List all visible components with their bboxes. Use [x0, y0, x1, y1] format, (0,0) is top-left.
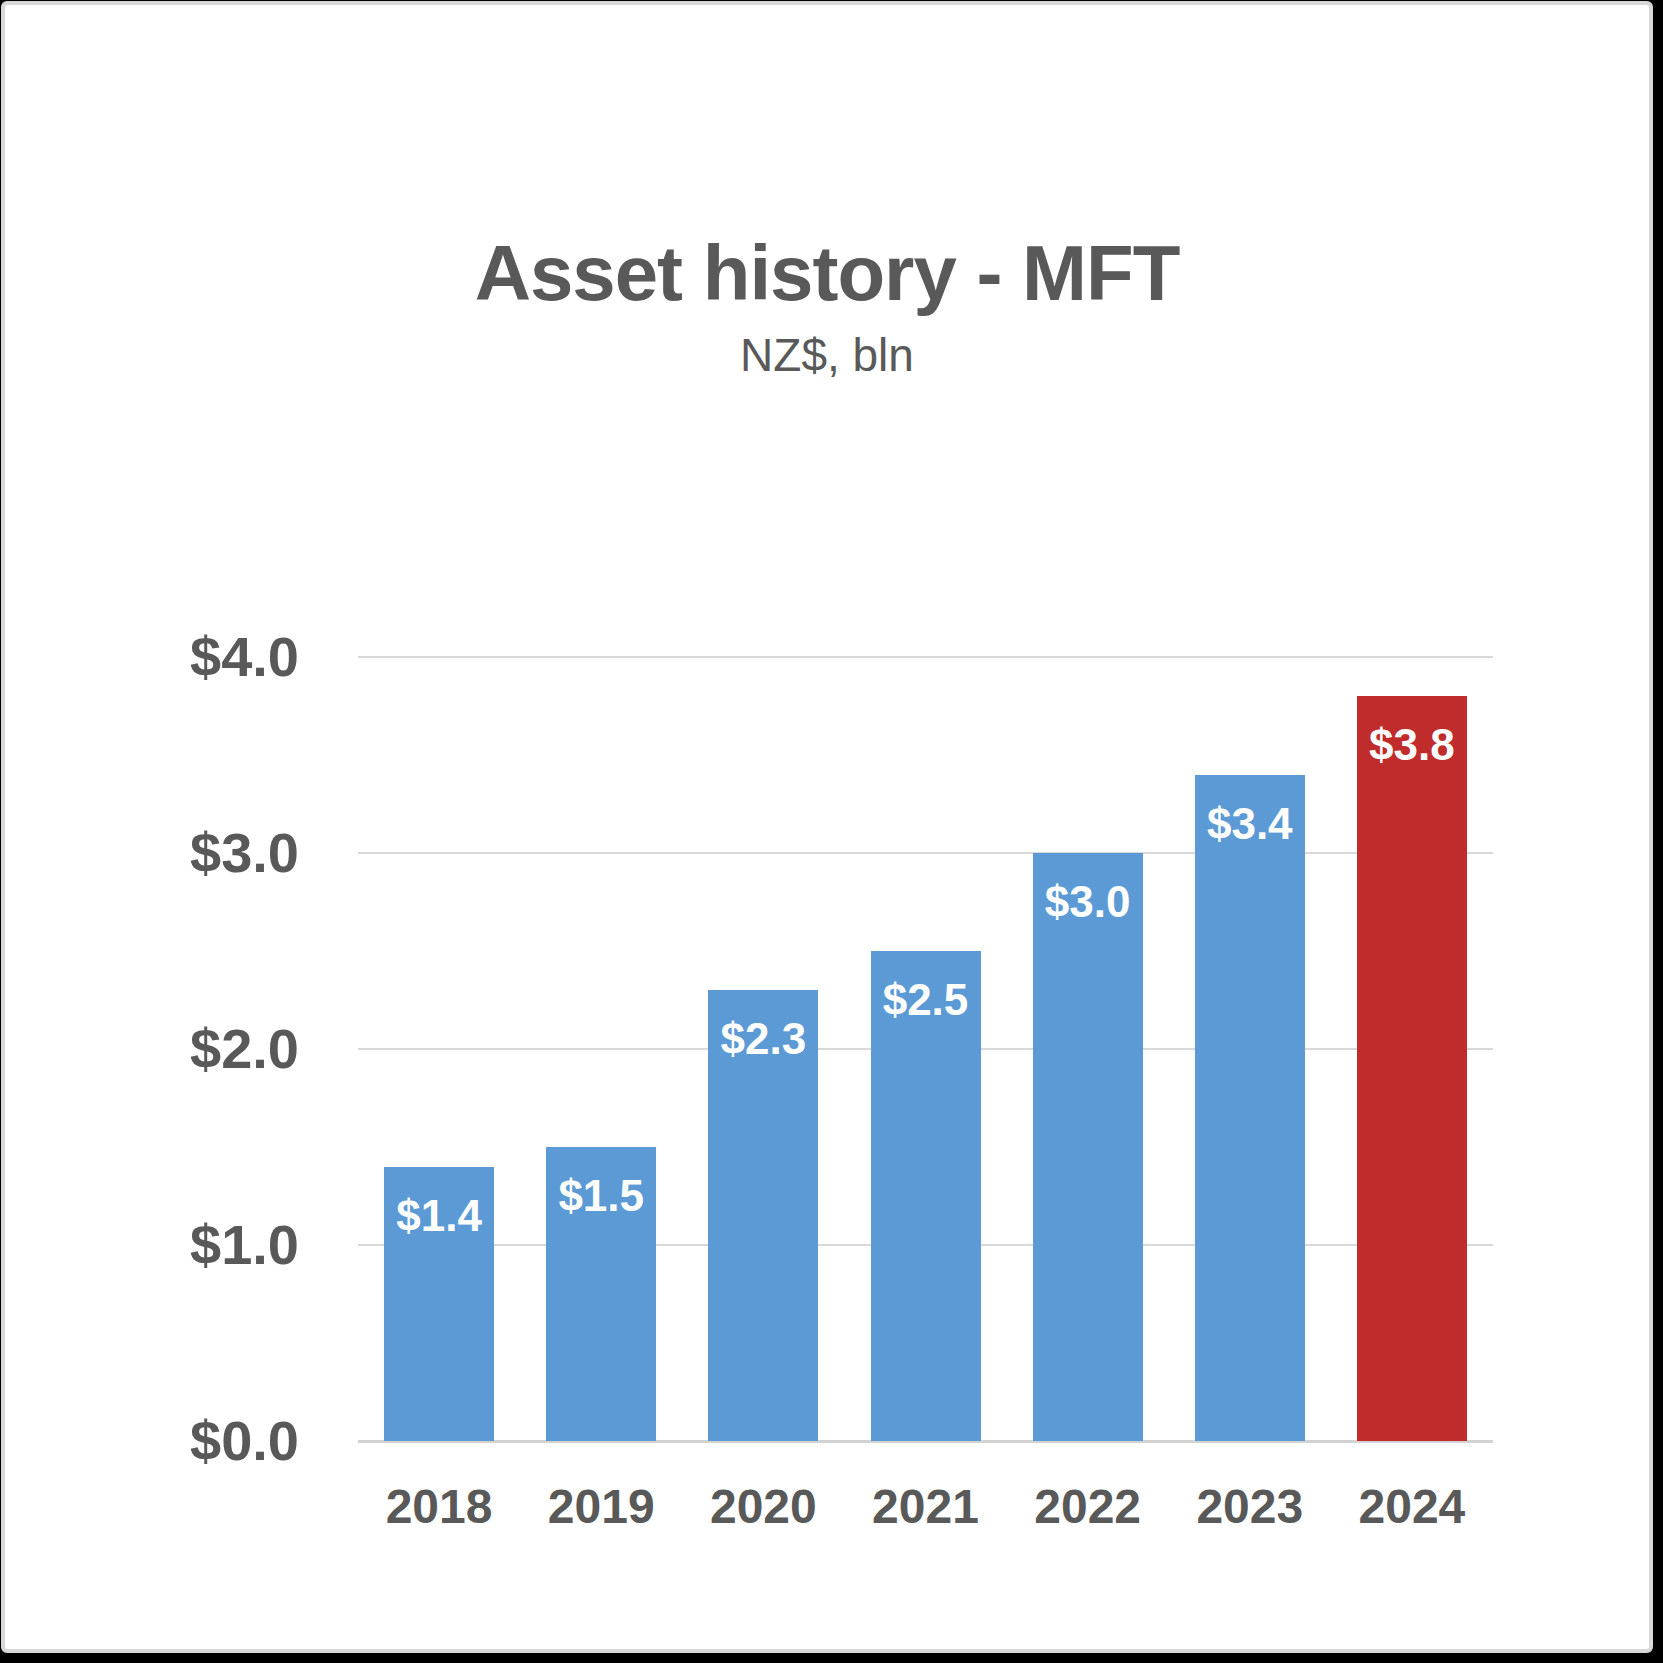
- bar-value-label: $1.4: [384, 1194, 494, 1238]
- x-axis-tick-label-2020: 2020: [682, 1483, 844, 1531]
- bar-chart-plot-area: $0.0 $1.0 $2.0 $3.0 $4.0 $1.4 2018 $1.5 2019 $2.3…: [5, 5, 1649, 1649]
- bar-value-label: $2.3: [708, 1017, 818, 1061]
- y-axis-tick-label: $2.0: [5, 1021, 299, 1077]
- gridline-$4.0: [358, 656, 1493, 658]
- x-axis-tick-label-2022: 2022: [1007, 1483, 1169, 1531]
- bar-2024: $3.8: [1357, 696, 1467, 1441]
- x-axis-tick-label-2018: 2018: [358, 1483, 520, 1531]
- y-axis-tick-label: $0.0: [5, 1413, 299, 1469]
- x-axis-tick-label-2021: 2021: [844, 1483, 1006, 1531]
- bar-2018: $1.4: [384, 1167, 494, 1441]
- bar-value-label: $3.0: [1033, 880, 1143, 924]
- bar-2019: $1.5: [546, 1147, 656, 1441]
- bar-value-label: $1.5: [546, 1174, 656, 1218]
- x-axis-tick-label-2019: 2019: [520, 1483, 682, 1531]
- bar-2020: $2.3: [708, 990, 818, 1441]
- y-axis-tick-label: $1.0: [5, 1217, 299, 1273]
- y-axis-tick-label: $4.0: [5, 629, 299, 685]
- x-axis-tick-label-2024: 2024: [1331, 1483, 1493, 1531]
- bar-2022: $3.0: [1033, 853, 1143, 1441]
- bar-2023: $3.4: [1195, 775, 1305, 1441]
- y-axis-tick-label: $3.0: [5, 825, 299, 881]
- bar-value-label: $3.8: [1357, 723, 1467, 767]
- gridline-$3.0: [358, 852, 1493, 854]
- chart-card: Asset history - MFT NZ$, bln $0.0$1.0$2.…: [1, 1, 1653, 1653]
- bar-2021: $2.5: [871, 951, 981, 1441]
- bar-value-label: $3.4: [1195, 802, 1305, 846]
- bar-value-label: $2.5: [871, 978, 981, 1022]
- x-axis-tick-label-2023: 2023: [1169, 1483, 1331, 1531]
